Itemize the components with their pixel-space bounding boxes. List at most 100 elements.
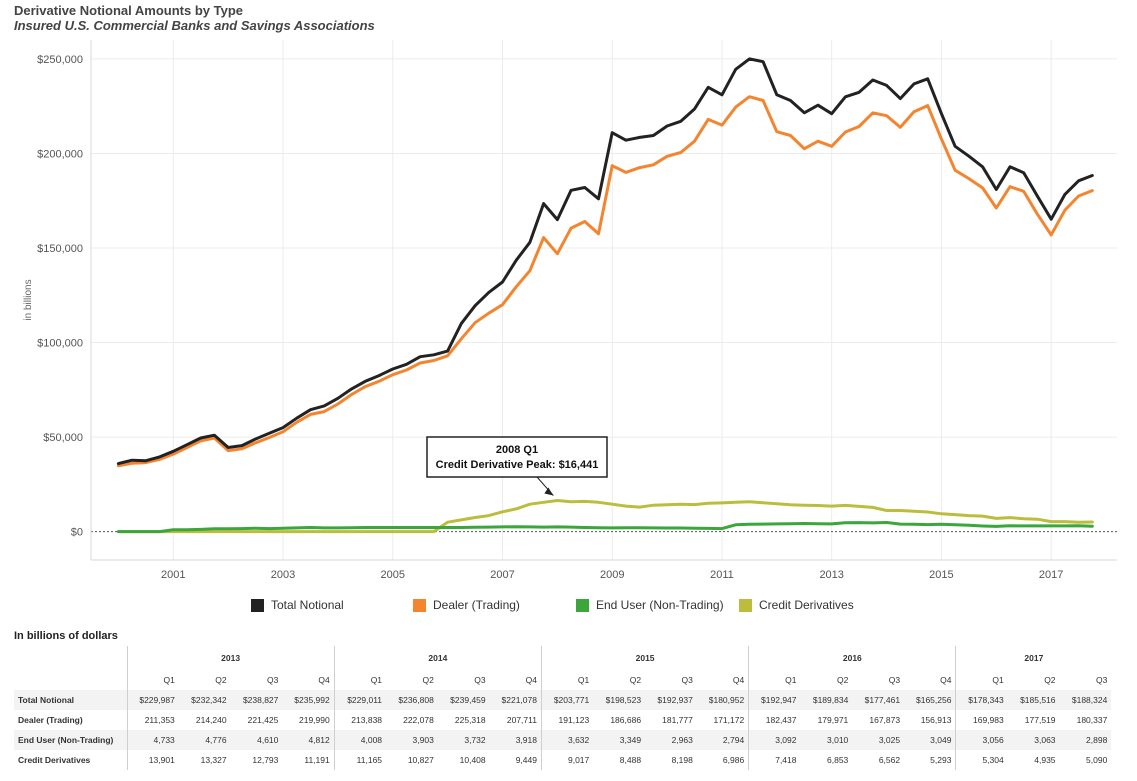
table-cell: $178,343	[955, 690, 1008, 710]
x-tick-label: 2007	[490, 569, 514, 581]
table-cell: $221,078	[489, 690, 542, 710]
table-row: Total Notional $229,987 $232,342 $238,827 $2…	[14, 690, 1112, 710]
annotation-box	[426, 436, 608, 478]
table-cell: 2,898	[1059, 730, 1112, 750]
table-cell: 225,318	[454, 715, 486, 725]
table-cell: $180,952	[696, 690, 749, 710]
table-cell: 169,983	[955, 710, 1008, 730]
legend-item-total-notional[interactable]: Total Notional	[251, 598, 344, 612]
table-cell: $192,937	[645, 690, 697, 710]
table-row-label: Credit Derivatives	[14, 750, 128, 770]
table-cell: 3,349	[593, 730, 646, 750]
table-cell: 8,198	[671, 755, 693, 765]
table-cell: 3,056	[955, 730, 1008, 750]
legend-item-credit-derivatives[interactable]: Credit Derivatives	[739, 598, 854, 612]
chart-subtitle: Insured U.S. Commercial Banks and Saving…	[14, 18, 375, 33]
y-tick-label: $0	[71, 527, 83, 539]
table-cell: 4,935	[1034, 755, 1056, 765]
table-quarter-header: Q4	[732, 675, 745, 685]
table-quarter-header: Q1	[163, 675, 175, 685]
table-cell: 4,776	[178, 730, 231, 750]
x-tick-label: 2015	[929, 569, 953, 581]
table-row-label: End User (Non-Trading)	[14, 730, 128, 750]
legend-swatch-end-user	[576, 598, 589, 612]
table-cell: 3,025	[852, 730, 905, 750]
table-row-label: Total Notional	[14, 690, 128, 710]
legend-item-end-user[interactable]: End User (Non-Trading)	[576, 598, 724, 612]
table-year-header: 2016	[748, 646, 956, 670]
table-cell: $232,342	[178, 690, 231, 710]
table-cell: 3,063	[1007, 730, 1060, 750]
table-cell: 13,901	[148, 755, 175, 765]
table-corner	[14, 646, 128, 670]
table-cell: $185,516	[1007, 690, 1060, 710]
x-tick-label: 2005	[381, 569, 405, 581]
legend-swatch-total-notional	[251, 598, 264, 612]
table-cell: 2,963	[645, 730, 697, 750]
table-quarter-header: Q2	[836, 675, 849, 685]
table-cell: 179,971	[817, 715, 849, 725]
table-cell: 11,191	[304, 755, 330, 765]
legend-swatch-credit-derivatives	[739, 598, 752, 612]
legend-label-total-notional: Total Notional	[271, 598, 344, 612]
table-year-header: 2014	[333, 646, 542, 670]
table-row: End User (Non-Trading) 4,733 4,776 4,610 4,8…	[14, 730, 1112, 750]
table-cell: 177,519	[1024, 715, 1056, 725]
table-cell: 219,990	[299, 715, 330, 725]
table-cell: 181,777	[662, 715, 693, 725]
table-corner	[14, 670, 128, 690]
table-cell: $239,459	[437, 690, 490, 710]
table-cell: 180,337	[1076, 715, 1108, 725]
annotation-line1: 2008 Q1	[496, 444, 538, 456]
legend-swatch-dealer-trading	[413, 598, 426, 612]
table-cell: 4,812	[282, 730, 335, 750]
series-line-total-notional	[116, 57, 1094, 466]
line-chart: 2001 2003 2005 2007 2009 2011 2013 2015 2017 $0 $5…	[23, 40, 1117, 581]
table-year-header: 2017	[955, 646, 1112, 670]
table-cell: 3,732	[437, 730, 490, 750]
table-cell: $165,256	[904, 690, 956, 710]
table-cell: 6,986	[722, 755, 745, 765]
table-year-header: 2015	[540, 646, 749, 670]
legend-item-dealer-trading[interactable]: Dealer (Trading)	[413, 598, 520, 612]
table-cell: 4,733	[127, 730, 179, 750]
legend-label-end-user: End User (Non-Trading)	[596, 598, 724, 612]
chart-legend: Total Notional Dealer (Trading) End User…	[0, 598, 1137, 618]
table-cell: 186,686	[610, 715, 642, 725]
table-cell: 9,017	[540, 750, 594, 770]
table-cell: 4,610	[230, 730, 283, 750]
x-tick-label: 2009	[600, 569, 624, 581]
series-line-dealer-trading	[116, 95, 1094, 468]
table-cell: 5,090	[1086, 755, 1108, 765]
table-cell: $203,771	[540, 690, 594, 710]
table-cell: $177,461	[852, 690, 905, 710]
table-cell: $229,011	[333, 690, 387, 710]
y-tick-label: $100,000	[37, 338, 83, 350]
table-cell: 12,793	[252, 755, 279, 765]
table-cell: 3,092	[748, 730, 801, 750]
table-cell: $229,987	[127, 690, 179, 710]
table-cell: $189,834	[800, 690, 853, 710]
table-cell: 3,049	[904, 730, 956, 750]
table-quarter-header: Q3	[681, 675, 693, 685]
table-cell: 13,327	[200, 755, 227, 765]
table-cell: $198,523	[593, 690, 646, 710]
table-cell: 207,711	[506, 715, 537, 725]
table-cell: 5,293	[930, 755, 952, 765]
table-cell: 3,010	[800, 730, 853, 750]
table-quarter-header: Q4	[318, 675, 330, 685]
table-quarter-header: Q1	[955, 670, 1008, 690]
table-cell: 167,873	[869, 715, 901, 725]
table-quarter-header: Q1	[748, 670, 801, 690]
table-quarter-header: Q2	[422, 675, 434, 685]
data-table: 2013 2014 2015 2016 2017 Q1 Q2 Q3 Q4 Q1 Q2 Q3 Q4 Q1 Q2…	[14, 646, 1112, 770]
table-cell: 9,449	[515, 755, 537, 765]
x-tick-label: 2001	[161, 569, 185, 581]
table-quarter-header: Q2	[215, 675, 227, 685]
table-cell: 211,353	[144, 715, 175, 725]
table-quarter-header: Q1	[333, 670, 387, 690]
table-cell: 6,853	[827, 755, 849, 765]
table-cell: 7,418	[748, 750, 801, 770]
table-cell: 10,827	[407, 755, 434, 765]
table-cell: $238,827	[230, 690, 283, 710]
